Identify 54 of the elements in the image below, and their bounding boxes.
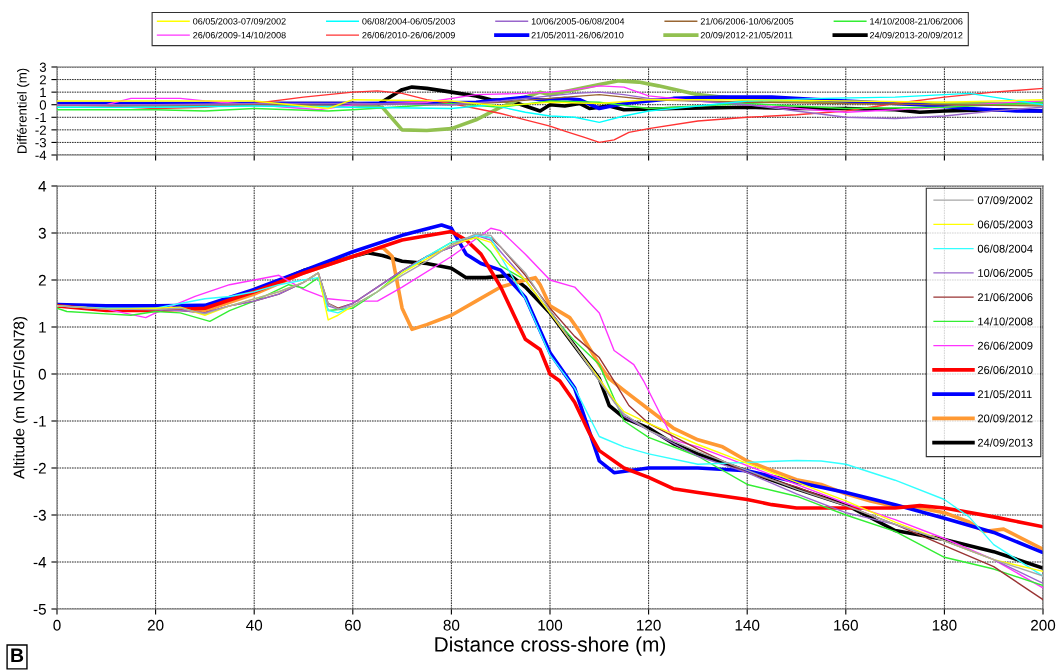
y-tick-label: 3 bbox=[38, 227, 46, 239]
legend-label: 21/06/2006-10/06/2005 bbox=[700, 17, 794, 25]
x-tick-label: 180 bbox=[932, 619, 957, 631]
y-tick-label: 1 bbox=[39, 322, 46, 333]
y-tick-label: -5 bbox=[33, 604, 46, 615]
y-tick-label: 1 bbox=[40, 87, 46, 97]
y-axis-title: Altitude (m NGF/IGN78) bbox=[13, 316, 28, 479]
x-tick-label: 0 bbox=[53, 619, 61, 631]
x-tick-label: 60 bbox=[345, 619, 361, 631]
legend-label: 07/09/2002 bbox=[977, 196, 1033, 205]
y-tick-label: -2 bbox=[35, 125, 46, 135]
legend-label: 21/05/2011 bbox=[977, 389, 1032, 399]
x-tick-label: 120 bbox=[637, 619, 661, 631]
y-tick-label: 4 bbox=[38, 181, 47, 192]
x-tick-label: 80 bbox=[443, 619, 460, 631]
legend-label: 06/05/2003 bbox=[977, 220, 1033, 229]
legend-label: 10/06/2005-06/08/2004 bbox=[531, 17, 625, 25]
legend-label: 14/10/2008 bbox=[978, 317, 1033, 326]
x-tick-label: 40 bbox=[246, 619, 263, 631]
y-axis-title: Différentiel (m) bbox=[16, 68, 30, 154]
y-tick-label: 0 bbox=[38, 368, 46, 380]
legend-label: 20/09/2012-21/05/2011 bbox=[700, 31, 793, 39]
y-tick-label: 3 bbox=[39, 62, 46, 72]
y-tick-label: -4 bbox=[33, 557, 47, 568]
legend-label: 26/06/2010 bbox=[977, 365, 1033, 374]
text: B bbox=[11, 648, 24, 662]
y-tick-label: 2 bbox=[38, 274, 46, 286]
y-tick-label: 0 bbox=[39, 100, 47, 110]
legend-label: 06/08/2004 bbox=[977, 244, 1033, 253]
legend-label: 10/06/2005 bbox=[978, 268, 1033, 277]
legend-label: 06/08/2004-06/05/2003 bbox=[362, 17, 455, 25]
legend-label: 21/05/2011-26/06/2010 bbox=[531, 31, 624, 39]
legend-label: 26/06/2010-26/06/2009 bbox=[362, 31, 455, 39]
x-tick-label: 140 bbox=[735, 619, 760, 631]
y-tick-label: -2 bbox=[33, 462, 46, 474]
y-tick-label: -1 bbox=[35, 112, 46, 123]
x-tick-label: 20 bbox=[147, 619, 164, 631]
legend-label: 06/05/2003-07/09/2002 bbox=[193, 17, 286, 25]
x-axis-title: Distance cross-shore (m) bbox=[435, 636, 666, 656]
x-tick-label: 160 bbox=[834, 619, 858, 631]
legend-label: 26/06/2009 bbox=[977, 341, 1033, 350]
legend-label: 21/06/2006 bbox=[977, 292, 1033, 302]
legend-label: 24/09/2013 bbox=[977, 438, 1033, 447]
x-tick-label: 100 bbox=[538, 619, 563, 631]
y-tick-label: -1 bbox=[33, 416, 46, 427]
y-tick-label: -3 bbox=[33, 509, 46, 521]
y-tick-label: -3 bbox=[35, 138, 46, 148]
x-tick-label: 200 bbox=[1031, 619, 1056, 631]
legend-label: 20/09/2012 bbox=[977, 414, 1033, 423]
legend-label: 14/10/2008-21/06/2006 bbox=[870, 17, 963, 25]
legend-label: 26/06/2009-14/10/2008 bbox=[193, 31, 286, 39]
y-tick-label: -4 bbox=[35, 150, 47, 160]
y-tick-label: 2 bbox=[39, 75, 46, 85]
legend-label: 24/09/2013-20/09/2012 bbox=[869, 31, 963, 39]
